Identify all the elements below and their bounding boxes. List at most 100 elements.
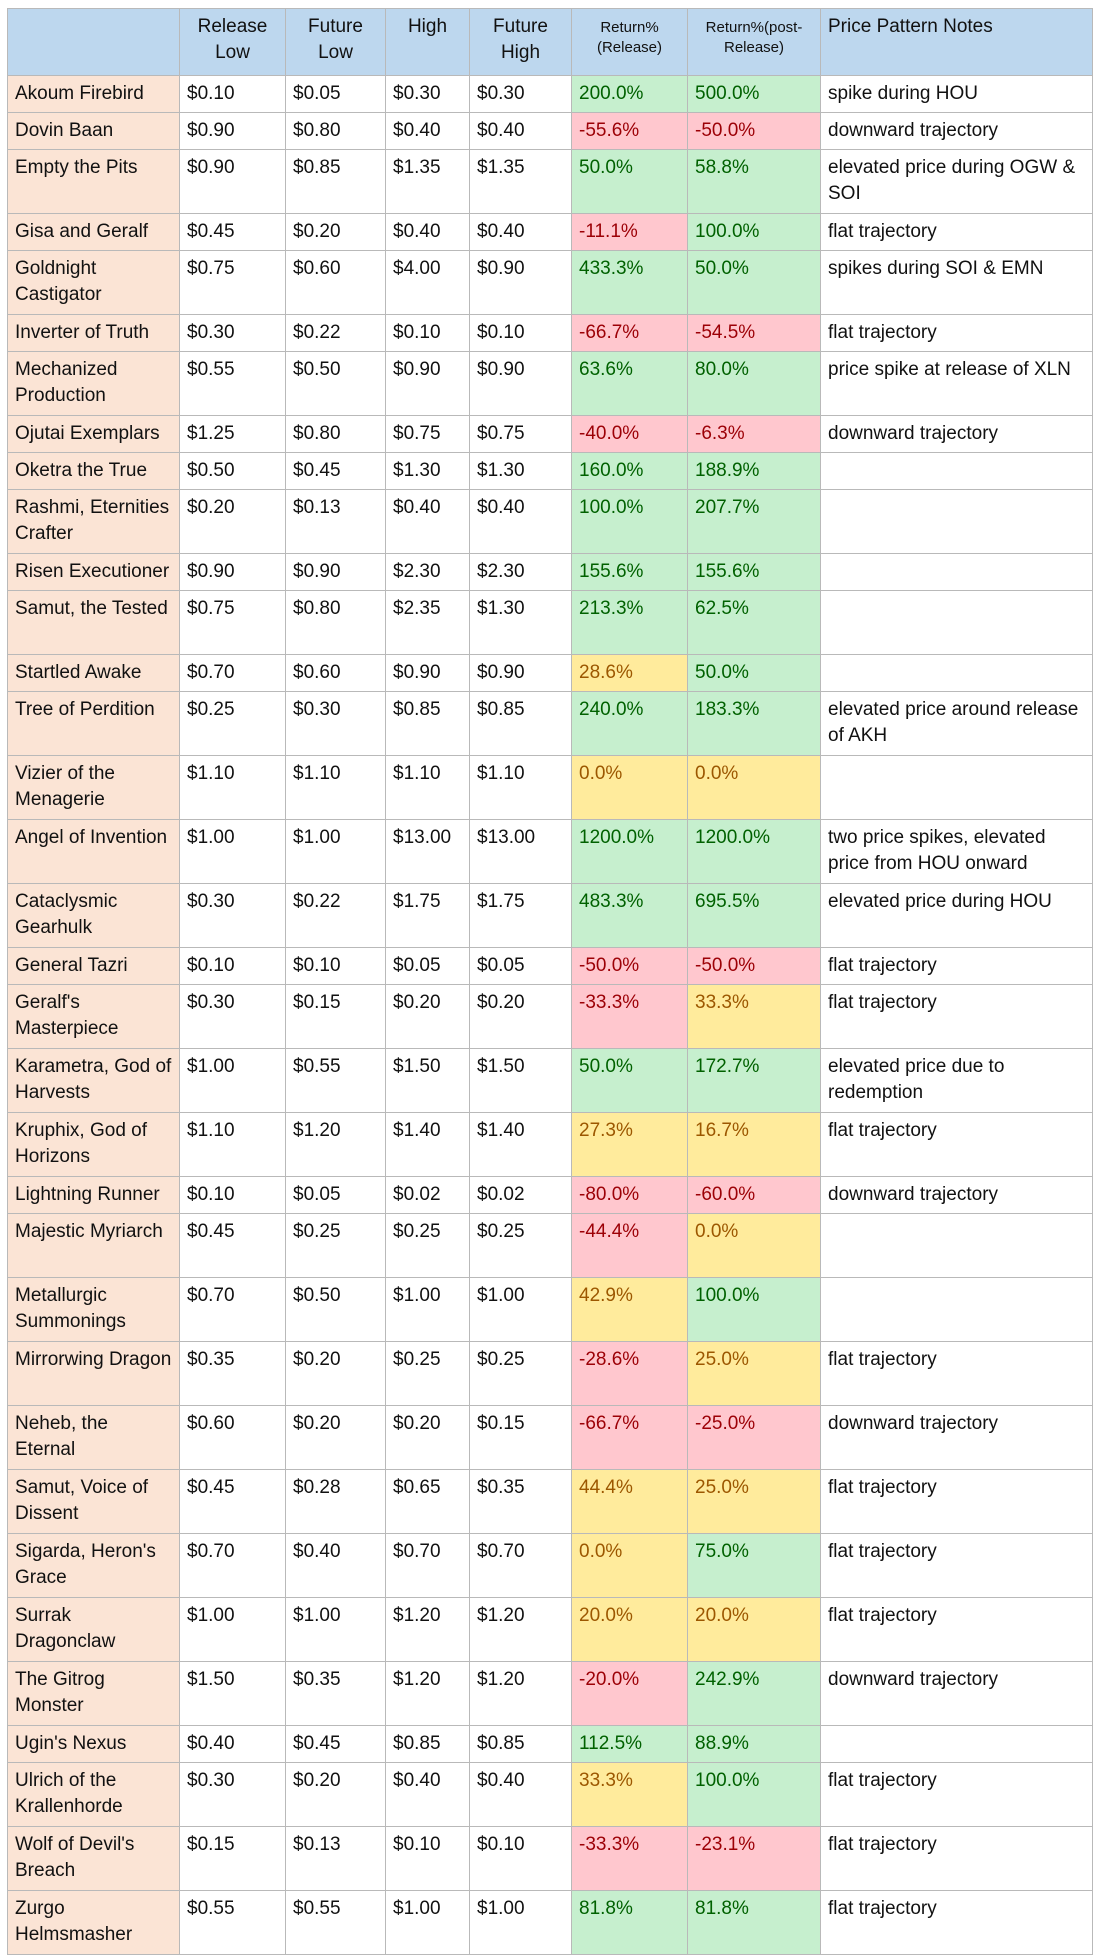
future-high-cell: $1.20: [469, 1597, 572, 1662]
high-cell: $0.75: [385, 415, 470, 453]
future-low-cell: $0.40: [285, 1533, 386, 1598]
table-row: Neheb, the Eternal $0.60 $0.20 $0.20 $0.15 -6…: [7, 1405, 1093, 1470]
return-post-release-cell: -23.1%: [687, 1826, 821, 1891]
notes-cell: downward trajectory: [820, 112, 1093, 150]
return-post-release-cell: -6.3%: [687, 415, 821, 453]
return-post-release-cell: 242.9%: [687, 1661, 821, 1726]
return-release-cell: -44.4%: [571, 1213, 688, 1278]
return-post-release-cell: 172.7%: [687, 1048, 821, 1113]
future-low-cell: $0.45: [285, 1725, 386, 1763]
future-high-cell: $0.25: [469, 1213, 572, 1278]
future-low-cell: $1.00: [285, 819, 386, 884]
return-release-cell: 63.6%: [571, 351, 688, 416]
future-high-cell: $0.30: [469, 75, 572, 113]
release-low-cell: $1.10: [179, 1112, 286, 1177]
release-low-cell: $0.60: [179, 1405, 286, 1470]
future-high-cell: $2.30: [469, 553, 572, 591]
high-cell: $0.40: [385, 112, 470, 150]
return-post-release-cell: 500.0%: [687, 75, 821, 113]
notes-cell: elevated price around release of AKH: [820, 691, 1093, 756]
name-cell: Neheb, the Eternal: [7, 1405, 180, 1470]
name-cell: Rashmi, Eternities Crafter: [7, 489, 180, 554]
return-release-cell: 1200.0%: [571, 819, 688, 884]
high-cell: $0.40: [385, 1762, 470, 1827]
high-cell: $1.20: [385, 1661, 470, 1726]
return-release-cell: -80.0%: [571, 1176, 688, 1214]
release-low-cell: $0.75: [179, 250, 286, 315]
table-row: Lightning Runner $0.10 $0.05 $0.02 $0.02 -80.…: [7, 1176, 1093, 1214]
future-high-cell: $0.40: [469, 112, 572, 150]
future-high-cell: $0.10: [469, 1826, 572, 1891]
release-low-cell: $1.00: [179, 819, 286, 884]
table-row: Metallurgic Summonings $0.70 $0.50 $1.00 $1.…: [7, 1277, 1093, 1342]
high-cell: $1.75: [385, 883, 470, 948]
notes-cell: spikes during SOI & EMN: [820, 250, 1093, 315]
return-release-cell: 27.3%: [571, 1112, 688, 1177]
header-future-high: Future High: [469, 8, 572, 76]
future-high-cell: $13.00: [469, 819, 572, 884]
name-cell: Oketra the True: [7, 452, 180, 490]
notes-cell: [820, 1725, 1093, 1763]
future-high-cell: $0.90: [469, 351, 572, 416]
name-cell: Cataclysmic Gearhulk: [7, 883, 180, 948]
future-high-cell: $1.50: [469, 1048, 572, 1113]
notes-cell: elevated price due to redemption: [820, 1048, 1093, 1113]
table-row: Dovin Baan $0.90 $0.80 $0.40 $0.40 -55.6% -50.…: [7, 112, 1093, 150]
return-release-cell: -33.3%: [571, 984, 688, 1049]
future-low-cell: $0.80: [285, 590, 386, 655]
return-release-cell: 160.0%: [571, 452, 688, 490]
future-high-cell: $1.30: [469, 590, 572, 655]
return-post-release-cell: 80.0%: [687, 351, 821, 416]
release-low-cell: $0.45: [179, 1469, 286, 1534]
return-release-cell: 100.0%: [571, 489, 688, 554]
return-release-cell: -40.0%: [571, 415, 688, 453]
notes-cell: [820, 590, 1093, 655]
future-low-cell: $0.45: [285, 452, 386, 490]
return-post-release-cell: 0.0%: [687, 755, 821, 820]
table-row: Ojutai Exemplars $1.25 $0.80 $0.75 $0.75 -40.…: [7, 415, 1093, 453]
return-post-release-cell: 16.7%: [687, 1112, 821, 1177]
header-return-post-release: Return%(post-Release): [687, 8, 821, 76]
return-release-cell: 155.6%: [571, 553, 688, 591]
return-post-release-cell: 33.3%: [687, 984, 821, 1049]
future-low-cell: $0.05: [285, 75, 386, 113]
release-low-cell: $0.50: [179, 452, 286, 490]
return-release-cell: 0.0%: [571, 755, 688, 820]
return-release-cell: -55.6%: [571, 112, 688, 150]
future-low-cell: $0.13: [285, 1826, 386, 1891]
return-release-cell: -50.0%: [571, 947, 688, 985]
table-row: Startled Awake $0.70 $0.60 $0.90 $0.90 28.6% 5…: [7, 654, 1093, 692]
table-row: Risen Executioner $0.90 $0.90 $2.30 $2.30 155…: [7, 553, 1093, 591]
high-cell: $4.00: [385, 250, 470, 315]
future-low-cell: $0.80: [285, 415, 386, 453]
return-release-cell: 240.0%: [571, 691, 688, 756]
notes-cell: flat trajectory: [820, 947, 1093, 985]
high-cell: $1.35: [385, 149, 470, 214]
future-low-cell: $0.50: [285, 1277, 386, 1342]
future-low-cell: $0.50: [285, 351, 386, 416]
release-low-cell: $1.00: [179, 1048, 286, 1113]
future-low-cell: $0.20: [285, 1762, 386, 1827]
table-row: Surrak Dragonclaw $1.00 $1.00 $1.20 $1.20 20.…: [7, 1597, 1093, 1662]
price-table-container: Release Low Future Low High Future High …: [7, 8, 1093, 1955]
header-return-release: Return% (Release): [571, 8, 688, 76]
name-cell: Angel of Invention: [7, 819, 180, 884]
future-high-cell: $1.75: [469, 883, 572, 948]
notes-cell: [820, 452, 1093, 490]
price-table: Release Low Future Low High Future High …: [7, 8, 1093, 1955]
release-low-cell: $0.15: [179, 1826, 286, 1891]
release-low-cell: $0.75: [179, 590, 286, 655]
return-post-release-cell: 50.0%: [687, 250, 821, 315]
high-cell: $0.70: [385, 1533, 470, 1598]
future-low-cell: $0.15: [285, 984, 386, 1049]
return-post-release-cell: -50.0%: [687, 947, 821, 985]
release-low-cell: $0.30: [179, 984, 286, 1049]
table-row: Oketra the True $0.50 $0.45 $1.30 $1.30 160.0…: [7, 452, 1093, 490]
future-low-cell: $1.10: [285, 755, 386, 820]
future-high-cell: $0.02: [469, 1176, 572, 1214]
table-row: Gisa and Geralf $0.45 $0.20 $0.40 $0.40 -11.1…: [7, 213, 1093, 251]
table-row: Samut, the Tested $0.75 $0.80 $2.35 $1.30 213…: [7, 590, 1093, 655]
future-low-cell: $1.00: [285, 1597, 386, 1662]
future-high-cell: $0.20: [469, 984, 572, 1049]
notes-cell: flat trajectory: [820, 1112, 1093, 1177]
